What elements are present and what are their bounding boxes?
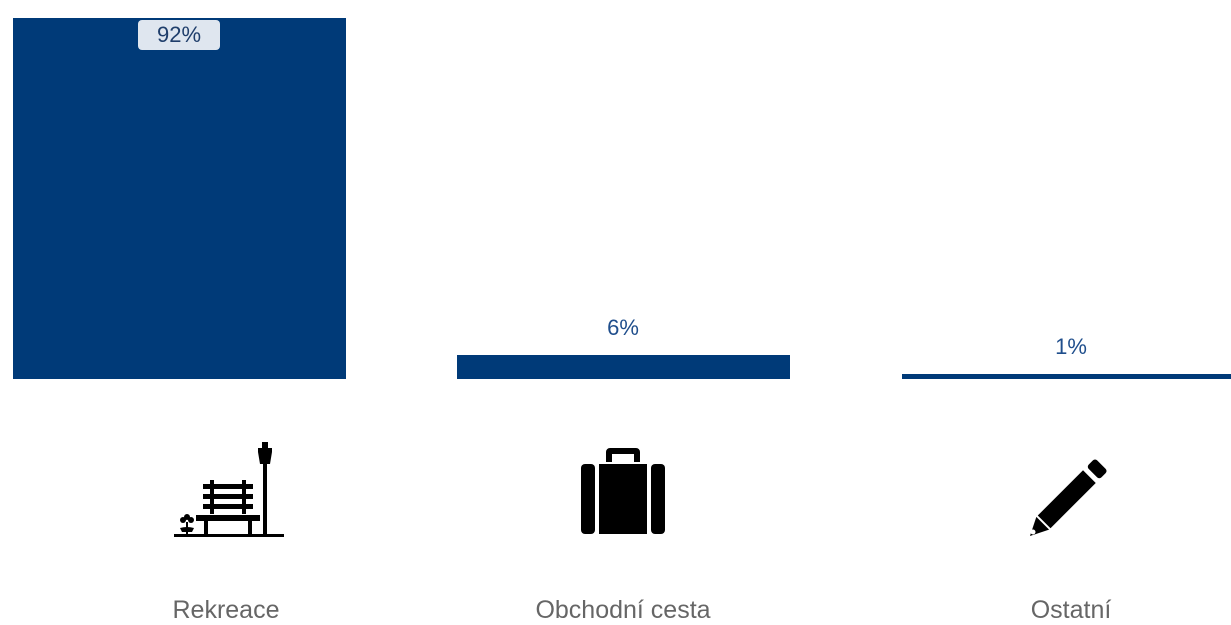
value-label-rekreace: 92% <box>138 20 220 50</box>
bar-ostatni <box>902 374 1231 379</box>
category-label-rekreace: Rekreace <box>172 596 280 624</box>
category-label-ostatni: Ostatní <box>1030 596 1112 624</box>
suitcase-icon <box>581 448 665 534</box>
bar-rekreace <box>13 18 346 379</box>
bar-obchodni-cesta <box>457 355 790 379</box>
park-bench-icon <box>174 442 284 537</box>
pencil-icon <box>1029 459 1107 537</box>
category-label-obchodni-cesta: Obchodní cesta <box>535 596 711 624</box>
value-label-obchodni-cesta: 6% <box>607 315 639 341</box>
value-label-ostatni: 1% <box>1055 334 1087 359</box>
